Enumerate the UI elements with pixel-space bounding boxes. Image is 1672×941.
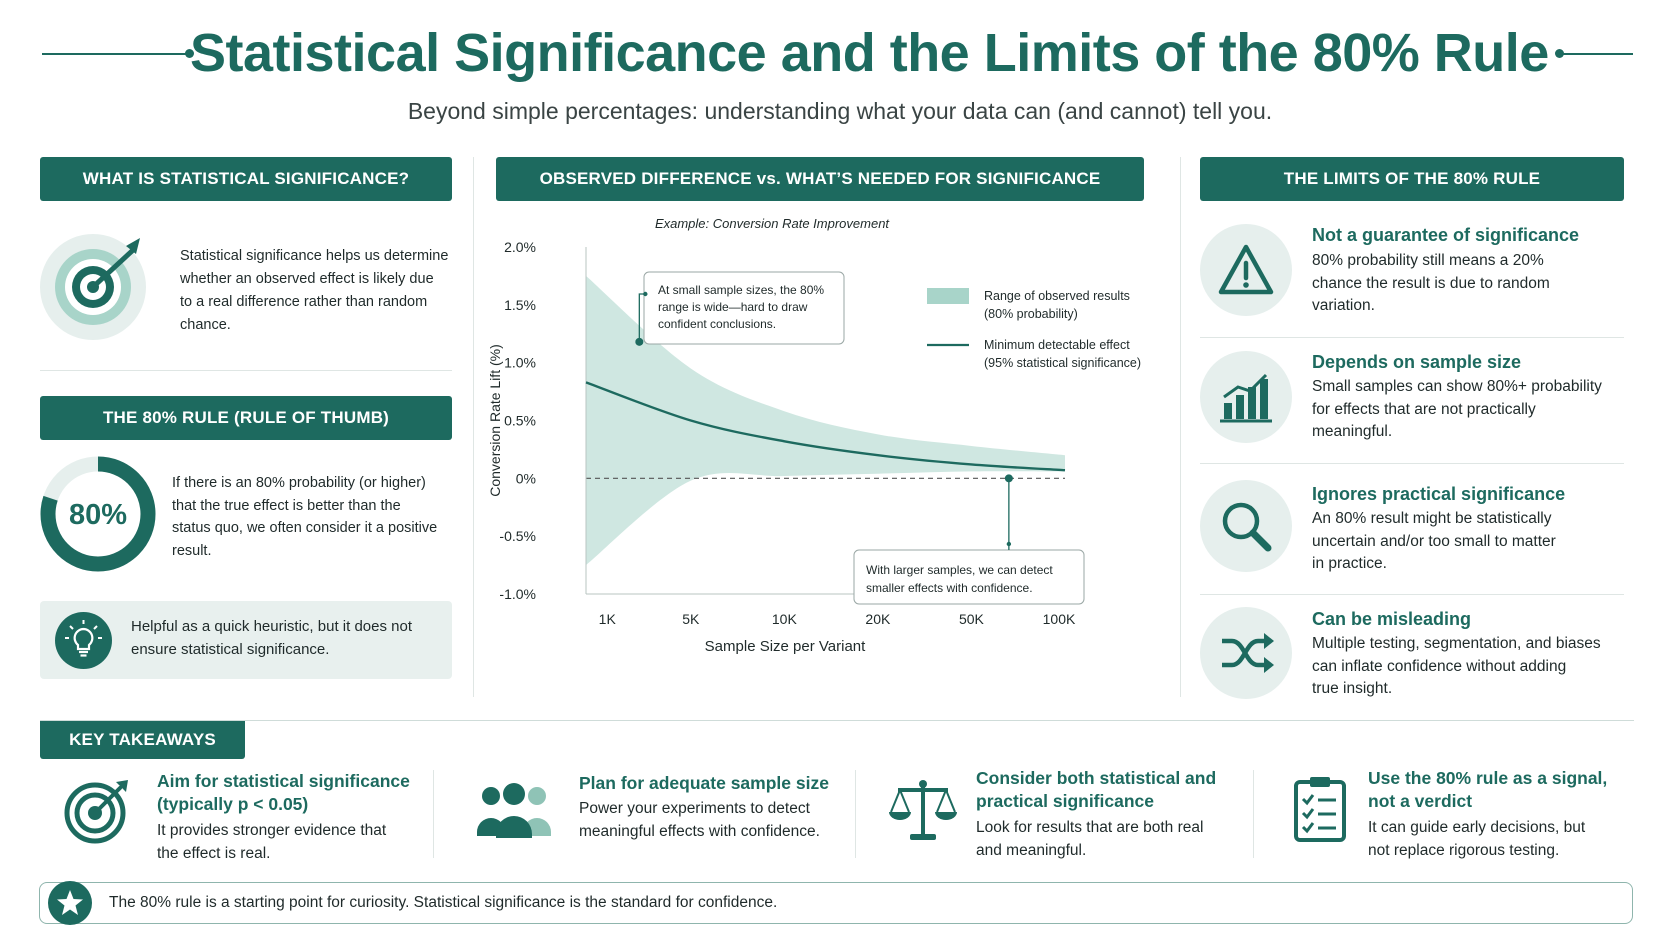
column-divider-right — [1180, 157, 1181, 697]
heuristic-text: Helpful as a quick heuristic, but it doe… — [131, 618, 412, 658]
limit-text-4: Multiple testing, segmentation, and bias… — [1312, 635, 1601, 697]
title-rule-right — [1563, 53, 1633, 55]
legend-swatch-band — [927, 288, 969, 304]
legend-band-sublabel: (80% probability) — [984, 307, 1078, 321]
scale-icon — [889, 780, 957, 840]
legend-line-label: Minimum detectable effect — [984, 338, 1130, 352]
takeaway-divider-2 — [855, 770, 856, 858]
x-tick-label: 50K — [959, 611, 985, 627]
rule-description: If there is an 80% probability (or highe… — [172, 475, 438, 559]
annotation-point-1 — [635, 337, 644, 346]
y-tick-label: 0% — [516, 470, 536, 486]
y-tick-label: -1.0% — [499, 586, 536, 602]
annotation-box-small-samples — [643, 271, 845, 345]
rule-donut-chart: 80% — [40, 456, 156, 572]
takeaway-divider-3 — [1253, 770, 1254, 858]
limit-title-3: Ignores practical significance — [1312, 484, 1566, 504]
title-dot-left — [185, 49, 194, 58]
x-tick-label: 20K — [865, 611, 891, 627]
what-description: Statistical significance helps us determ… — [180, 248, 449, 333]
annotation-text-2: smaller effects with confidence. — [866, 581, 1033, 595]
limits-header: THE LIMITS OF THE 80% RULE — [1200, 157, 1624, 201]
people-icon — [477, 783, 551, 838]
footer-text: The 80% rule is a starting point for cur… — [109, 894, 778, 911]
y-tick-label: -0.5% — [499, 528, 536, 544]
rule-of-thumb-header: THE 80% RULE (RULE OF THUMB) — [40, 396, 452, 440]
donut-label: 80% — [69, 499, 127, 531]
takeaway-text-4: It can guide early decisions, but not re… — [1368, 819, 1586, 859]
limits-divider-1 — [1200, 337, 1624, 338]
title-dot-right — [1555, 49, 1564, 58]
significance-chart: Example: Conversion Rate Improvement 2.0… — [487, 216, 1141, 655]
chart-legend: Range of observed results (80% probabili… — [927, 288, 1141, 370]
title-rule-left — [42, 53, 190, 55]
takeaway-text-3: Look for results that are both real and … — [976, 819, 1204, 859]
x-tick-label: 1K — [599, 611, 617, 627]
y-tick-label: 0.5% — [504, 413, 536, 429]
y-tick-label: 2.0% — [504, 239, 536, 255]
limit-title-1: Not a guarantee of significance — [1312, 225, 1580, 245]
x-tick-label: 100K — [1043, 611, 1076, 627]
takeaway-text-1: It provides stronger evidence that the e… — [157, 822, 387, 862]
annotation-point-2b — [1006, 541, 1012, 547]
takeaways-top-divider — [40, 720, 1634, 721]
mde-line — [585, 381, 1066, 472]
bar-chart-icon — [1200, 351, 1292, 443]
limit-text-1: 80% probability still means a 20% chance… — [1312, 252, 1550, 314]
observed-range-band — [586, 275, 1065, 566]
takeaway-title-3: Consider both statistical and practical … — [976, 768, 1217, 811]
page-subtitle: Beyond simple percentages: understanding… — [407, 98, 1273, 124]
x-tick-label: 5K — [682, 611, 700, 627]
annotation-text-1: range is wide—hard to draw — [658, 300, 808, 314]
y-axis-label: Conversion Rate Lift (%) — [487, 344, 503, 497]
takeaway-title-1: Aim for statistical significance (typica… — [157, 771, 410, 814]
magnifier-icon — [1200, 480, 1292, 572]
left-divider — [40, 370, 452, 371]
target-icon — [64, 780, 128, 844]
x-tick-label: 10K — [772, 611, 798, 627]
limit-text-2: Small samples can show 80%+ probability … — [1312, 378, 1602, 440]
x-axis-label: Sample Size per Variant — [705, 638, 866, 655]
clipboard-icon — [1294, 777, 1346, 842]
limit-title-2: Depends on sample size — [1312, 352, 1522, 372]
y-tick-label: 1.5% — [504, 297, 536, 313]
takeaway-title-4: Use the 80% rule as a signal, not a verd… — [1368, 768, 1608, 811]
star-icon — [48, 881, 92, 925]
column-divider-left — [473, 157, 474, 697]
lightbulb-icon — [55, 612, 112, 669]
chart-header: OBSERVED DIFFERENCE vs. WHAT’S NEEDED FO… — [496, 157, 1144, 201]
takeaway-text-2: Power your experiments to detect meaning… — [579, 800, 820, 840]
what-is-significance-header: WHAT IS STATISTICAL SIGNIFICANCE? — [40, 157, 452, 201]
legend-band-label: Range of observed results — [984, 289, 1130, 303]
target-arrow-icon — [40, 234, 146, 340]
footer-banner — [39, 882, 1633, 924]
limits-divider-3 — [1200, 594, 1624, 595]
limit-title-4: Can be misleading — [1312, 609, 1472, 629]
annotation-point-1b — [643, 291, 648, 297]
annotation-text-2: With larger samples, we can detect — [866, 563, 1053, 577]
chart-title: Example: Conversion Rate Improvement — [655, 216, 890, 231]
limit-text-3: An 80% result might be statistically unc… — [1312, 510, 1556, 572]
takeaway-title-2: Plan for adequate sample size — [579, 773, 829, 793]
annotation-box-large-samples — [853, 549, 1085, 605]
legend-line-sublabel: (95% statistical significance) — [984, 356, 1141, 370]
annotation-text-1: confident conclusions. — [658, 317, 776, 331]
page-title: Statistical Significance and the Limits … — [190, 23, 1549, 83]
y-tick-label: 1.0% — [504, 355, 536, 371]
limits-divider-2 — [1200, 463, 1624, 464]
shuffle-icon — [1200, 607, 1292, 699]
annotation-text-1: At small sample sizes, the 80% — [658, 283, 824, 297]
takeaway-divider-1 — [433, 770, 434, 858]
annotation-point-2 — [1004, 474, 1013, 483]
warning-icon — [1200, 224, 1292, 316]
takeaways-header: KEY TAKEAWAYS — [40, 721, 245, 759]
